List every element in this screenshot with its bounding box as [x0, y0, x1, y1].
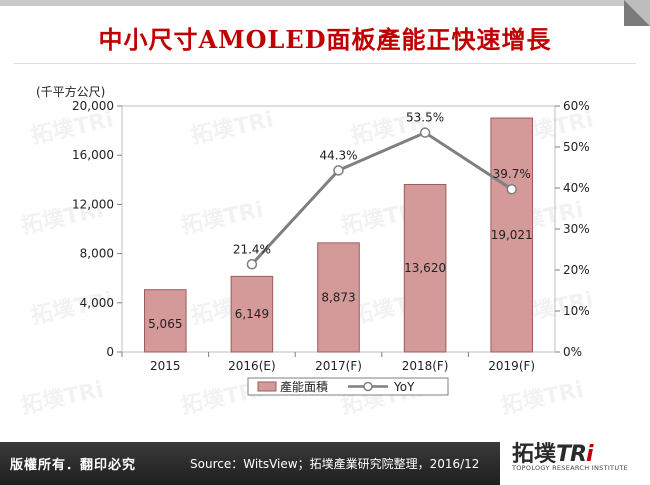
- y-tick-label: 16,000: [72, 148, 114, 162]
- y-tick-label: 8,000: [80, 247, 114, 261]
- logo-i: i: [585, 442, 593, 467]
- x-tick-label: 2016(E): [228, 359, 275, 373]
- logo-panel: [500, 432, 650, 485]
- page-corner-shadow: [624, 0, 650, 26]
- y2-tick-label: 0%: [563, 345, 582, 359]
- bar-value-label: 6,149: [235, 307, 269, 321]
- y-tick-label: 20,000: [72, 99, 114, 113]
- yoy-point: [246, 259, 258, 270]
- legend-line-marker: [363, 381, 373, 392]
- yoy-value-label: 53.5%: [406, 111, 444, 125]
- y-tick-label: 4,000: [80, 296, 114, 310]
- bar: [230, 275, 274, 353]
- y-tick-label: 0: [106, 345, 114, 359]
- y-axis-label: (千平方公尺): [36, 84, 105, 99]
- x-tick-label: 2015: [150, 359, 181, 373]
- logo-wordmark: 拓墣TRi: [512, 436, 593, 468]
- yoy-value-label: 39.7%: [493, 167, 531, 181]
- yoy-value-label: 21.4%: [233, 242, 271, 256]
- tri-logo: 拓墣TRi TOPOLOGY RESEARCH INSTITUTE: [512, 436, 632, 480]
- chart: 0 4,000 8,000 12,000 16,000 20,000 0% 10% 20% 30%…: [36, 84, 590, 396]
- bar-value-label: 13,620: [404, 261, 446, 275]
- yoy-value-label: 44.3%: [319, 148, 357, 162]
- y2-tick-label: 10%: [563, 304, 590, 318]
- yoy-point: [506, 183, 517, 195]
- x-tick-label: 2018(F): [402, 359, 449, 373]
- bar-value-label: 5,065: [148, 317, 182, 331]
- top-band: [0, 0, 650, 6]
- yoy-point: [419, 127, 431, 138]
- yoy-line: [250, 130, 513, 266]
- y2-tick-label: 20%: [563, 263, 590, 277]
- legend-line-label: YoY: [393, 380, 415, 394]
- bar: [403, 183, 447, 353]
- x-tick-label: 2017(F): [315, 359, 362, 373]
- bar-value-label: 19,021: [491, 228, 533, 242]
- y2-tick-label: 50%: [563, 140, 590, 154]
- bar: [317, 242, 360, 353]
- logo-subtitle: TOPOLOGY RESEARCH INSTITUTE: [512, 464, 629, 472]
- bar: [144, 289, 187, 353]
- title-divider: [14, 63, 636, 64]
- copyright-text: 版權所有．翻印必究: [10, 458, 137, 473]
- yoy-point: [333, 165, 344, 176]
- y2-tick-label: 40%: [563, 181, 590, 195]
- source-text: Source：WitsView；拓墣產業研究院整理，2016/12: [190, 457, 480, 471]
- logo-tr: TR: [556, 442, 587, 467]
- x-tick-label: 2019(F): [488, 359, 535, 373]
- legend-bar-label: 產能面積: [280, 379, 328, 394]
- legend-bar-swatch: [257, 381, 277, 392]
- y-tick-label: 12,000: [72, 197, 114, 211]
- chart-title: 中小尺寸AMOLED面板產能正快速增長: [98, 25, 552, 54]
- y2-tick-label: 30%: [563, 222, 590, 236]
- bar: [490, 117, 533, 353]
- logo-cn: 拓墣: [512, 442, 557, 467]
- bar-value-label: 8,873: [321, 290, 355, 304]
- y2-tick-label: 60%: [563, 99, 590, 113]
